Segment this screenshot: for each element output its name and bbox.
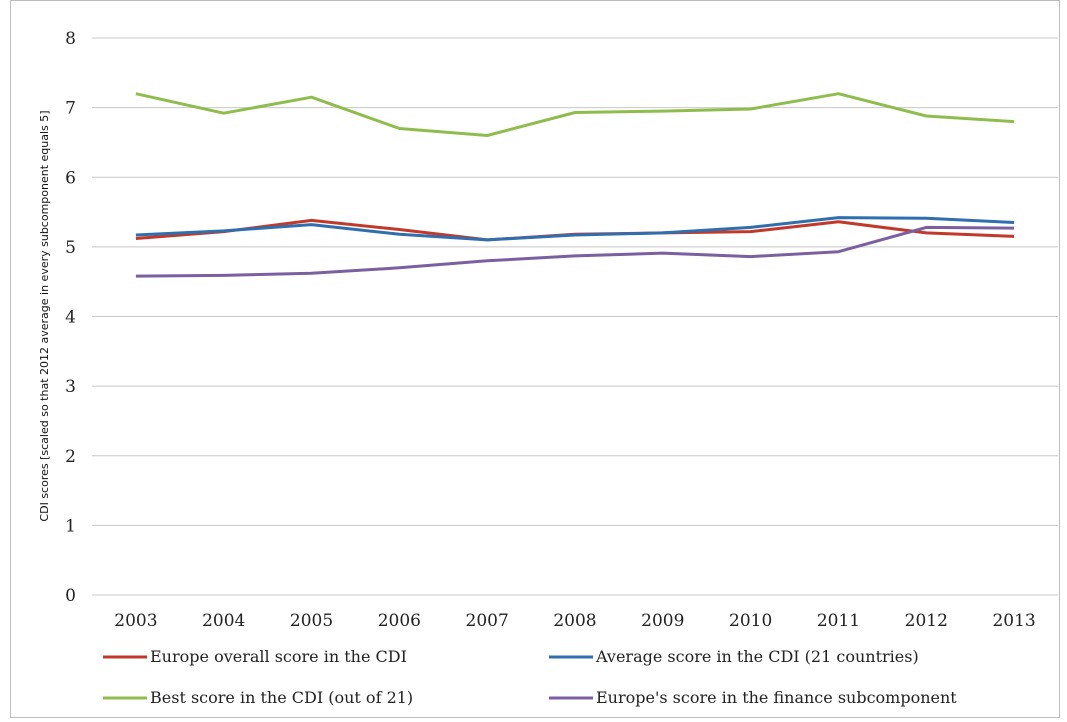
legend-label: Europe overall score in the CDI	[150, 647, 407, 666]
x-tick-label: 2007	[466, 611, 509, 631]
x-tick-label: 2013	[992, 611, 1035, 631]
x-tick-label: 2006	[378, 611, 421, 631]
y-tick-label: 4	[65, 308, 76, 328]
legend-label: Best score in the CDI (out of 21)	[150, 688, 413, 707]
gridlines	[92, 37, 1058, 596]
y-tick-label: 1	[65, 516, 76, 536]
legend-label: Average score in the CDI (21 countries)	[595, 647, 919, 666]
x-tick-label: 2003	[114, 611, 157, 631]
x-tick-label: 2010	[729, 611, 772, 631]
chart-frame	[10, 0, 1060, 718]
y-tick-label: 5	[65, 238, 76, 258]
y-tick-label: 8	[65, 29, 76, 49]
legend: Europe overall score in the CDI Average s…	[103, 647, 957, 707]
series-lines	[135, 92, 1015, 278]
x-tick-label: 2004	[202, 611, 245, 631]
x-axis-ticks: 2003 2004 2005 2006 2007 2008 2009 2010 2011 2012…	[114, 611, 1035, 631]
legend-label: Europe's score in the finance subcompone…	[596, 688, 957, 707]
y-axis-label: CDI scores [scaled so that 2012 average …	[38, 110, 51, 521]
x-tick-label: 2009	[641, 611, 684, 631]
y-tick-label: 3	[65, 377, 76, 397]
y-tick-label: 0	[65, 586, 76, 606]
x-tick-label: 2008	[553, 611, 596, 631]
x-tick-label: 2005	[290, 611, 333, 631]
series-line-3	[135, 92, 1015, 137]
series-line-4	[135, 225, 1015, 278]
series-line-1	[135, 218, 1015, 242]
x-tick-label: 2011	[817, 611, 860, 631]
y-tick-label: 2	[65, 447, 76, 467]
x-tick-label: 2012	[905, 611, 948, 631]
y-axis-ticks: 0 1 2 3 4 5 6 7 8	[65, 29, 76, 606]
series-line-2	[135, 216, 1015, 242]
y-tick-label: 6	[65, 168, 76, 188]
y-tick-label: 7	[65, 99, 76, 119]
